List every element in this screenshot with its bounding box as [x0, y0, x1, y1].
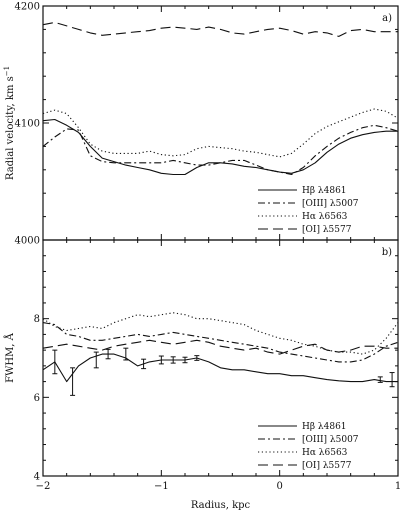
y-axis-title: Radial velocity, km s−1 — [3, 66, 16, 180]
series-line-dotted — [42, 312, 399, 355]
y-axis-title-text: FWHM, Å — [4, 332, 16, 383]
legend-entry: [OI] λ5577 — [302, 461, 352, 471]
legend-entry: [OIII] λ5007 — [302, 199, 359, 209]
legend-entry: Hα λ6563 — [302, 448, 348, 458]
legend-entry: Hβ λ4861 — [302, 422, 347, 432]
panel-label: a) — [382, 13, 392, 24]
series-line-dashed — [42, 339, 398, 355]
legend-entry: [OI] λ5577 — [302, 225, 352, 235]
series-line-dashdot — [42, 124, 399, 176]
y-axis-title-exponent: −1 — [3, 66, 11, 76]
legend-entry: [OIII] λ5007 — [302, 435, 359, 445]
y-tick-label: 8 — [34, 314, 40, 325]
series-line-dashed — [42, 21, 398, 37]
y-tick-label: 4200 — [15, 2, 40, 13]
panel-2-frame — [42, 239, 399, 477]
y-tick-label: 4 — [34, 472, 40, 483]
y-tick-label: 4100 — [15, 119, 40, 130]
series-line-dashdot — [42, 322, 399, 363]
y-tick-label: 4000 — [15, 236, 40, 247]
x-tick-label: 1 — [395, 481, 400, 492]
series-line-solid — [42, 118, 398, 176]
series-line-dotted — [42, 108, 399, 158]
x-axis-title: Radius, kpc — [191, 500, 251, 511]
legend-entry: Hα λ6563 — [302, 212, 348, 222]
y-tick-label: 6 — [34, 393, 40, 404]
x-tick-label: −1 — [154, 481, 169, 492]
panel-label: b) — [382, 247, 392, 258]
y-axis-title: FWHM, Å — [4, 332, 16, 383]
x-tick-label: −2 — [36, 481, 51, 492]
series-line-solid — [42, 353, 398, 383]
legend-entry: Hβ λ4861 — [302, 186, 347, 196]
x-tick-label: 0 — [276, 481, 282, 492]
y-axis-title-text: Radial velocity, km s — [5, 76, 16, 180]
